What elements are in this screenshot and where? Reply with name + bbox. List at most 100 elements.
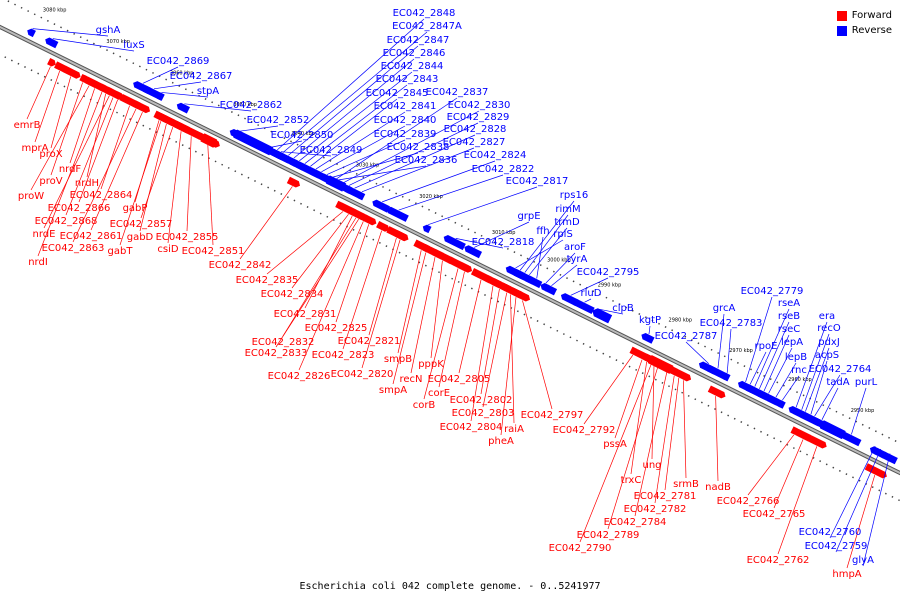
- gene-label: rplS: [553, 229, 573, 240]
- gene-leader-line: [361, 239, 401, 369]
- gene-label: EC042_2828: [444, 124, 507, 135]
- minor-tick: [86, 39, 89, 42]
- minor-tick: [165, 78, 168, 81]
- minor-tick: [802, 394, 805, 397]
- gene-leader-line: [715, 396, 719, 482]
- gene-leader-line: [846, 474, 876, 569]
- minor-tick: [615, 359, 618, 362]
- minor-tick: [822, 404, 825, 407]
- gene-label: EC042_2824: [464, 150, 527, 161]
- minor-tick: [592, 290, 595, 293]
- minor-tick: [888, 436, 890, 439]
- minor-tick: [763, 374, 766, 377]
- minor-tick: [559, 273, 562, 276]
- minor-tick: [83, 95, 86, 98]
- gene-leader-line: [584, 298, 592, 303]
- minor-tick: [848, 417, 851, 420]
- minor-tick: [148, 127, 151, 130]
- gene-feature: [543, 284, 558, 296]
- gene-label: glyA: [852, 555, 874, 566]
- gene-leader-line: [801, 333, 830, 410]
- minor-tick: [562, 333, 565, 336]
- gene-label: smpB: [384, 354, 412, 365]
- minor-tick: [388, 189, 391, 192]
- gene-leader-line: [480, 288, 500, 395]
- kbp-tick-label: 2990 kbp: [598, 283, 622, 289]
- gene-label: EC042_2821: [338, 336, 401, 347]
- gene-label: proW: [18, 191, 44, 202]
- gene-leader-line: [455, 238, 504, 249]
- gene-label: EC042_2844: [381, 61, 444, 72]
- gene-leader-line: [293, 58, 415, 159]
- minor-tick: [874, 430, 877, 433]
- gene-label: ung: [642, 460, 661, 471]
- gene-leader-line: [438, 271, 465, 388]
- gene-leader-line: [161, 92, 209, 98]
- minor-tick: [552, 270, 555, 273]
- minor-tick: [395, 192, 398, 195]
- gene-label: EC042_2822: [472, 164, 535, 175]
- gene-label: EC042_2787: [655, 331, 718, 342]
- minor-tick: [204, 98, 207, 100]
- minor-tick: [280, 193, 283, 195]
- minor-tick: [526, 257, 529, 260]
- minor-tick: [349, 169, 352, 172]
- gene-leader-line: [326, 139, 406, 175]
- gene-leader-line: [332, 152, 419, 178]
- gene-leader-line: [280, 151, 332, 157]
- minor-tick: [293, 199, 296, 202]
- gene-label: EC042_2779: [741, 286, 804, 297]
- minor-tick: [24, 65, 26, 68]
- gene-label: EC042_2818: [472, 237, 535, 248]
- gene-leader-line: [598, 308, 624, 315]
- minor-tick: [414, 202, 417, 205]
- gene-leader-line: [184, 103, 252, 112]
- gene-leader-line: [500, 297, 517, 436]
- gene-label: rluD: [581, 288, 602, 299]
- gene-label: pdxJ: [818, 337, 840, 348]
- gene-leader-line: [167, 131, 182, 244]
- minor-tick: [460, 225, 463, 228]
- kbp-tick-label: 2970 kbp: [729, 348, 753, 354]
- gene-feature: [572, 298, 595, 315]
- gene-label: EC042_2826: [268, 371, 331, 382]
- minor-tick: [368, 179, 371, 182]
- minor-tick: [546, 267, 549, 270]
- axis-line: [0, 25, 900, 475]
- minor-tick: [602, 352, 605, 355]
- gene-label: nrdE: [33, 229, 56, 240]
- minor-tick: [451, 277, 454, 280]
- minor-tick: [727, 414, 730, 417]
- gene-label: EC042_2847: [387, 35, 450, 46]
- gene-leader-line: [26, 66, 51, 120]
- gene-leader-line: [536, 236, 544, 279]
- minor-tick: [674, 388, 677, 391]
- minor-tick: [641, 372, 644, 375]
- minor-tick: [861, 423, 864, 426]
- minor-tick: [119, 55, 122, 58]
- minor-tick: [484, 293, 486, 296]
- minor-tick: [267, 186, 270, 189]
- gene-feature: [173, 120, 191, 134]
- minor-tick: [474, 231, 476, 234]
- gene-label: proV: [39, 176, 62, 187]
- kbp-tick-label: 3040 kbp: [291, 131, 315, 137]
- gene-leader-line: [749, 351, 767, 385]
- gene-label: rseA: [778, 298, 800, 309]
- gene-feature: [376, 221, 390, 232]
- gene-label: EC042_2857: [110, 219, 173, 230]
- gene-leader-line: [298, 221, 364, 371]
- kbp-tick-label: 3030 kbp: [356, 163, 380, 169]
- gene-feature: [394, 230, 408, 241]
- minor-tick: [99, 45, 102, 48]
- gene-label: EC042_2817: [506, 176, 569, 187]
- kbp-tick-label: 3070 kbp: [106, 39, 130, 45]
- gene-label: aroF: [564, 242, 586, 253]
- minor-tick: [589, 346, 592, 349]
- minor-tick: [769, 378, 772, 381]
- minor-tick: [122, 114, 125, 117]
- minor-tick: [523, 313, 526, 316]
- gene-leader-line: [140, 127, 174, 219]
- minor-tick: [79, 36, 82, 39]
- gene-leader-line: [458, 279, 482, 374]
